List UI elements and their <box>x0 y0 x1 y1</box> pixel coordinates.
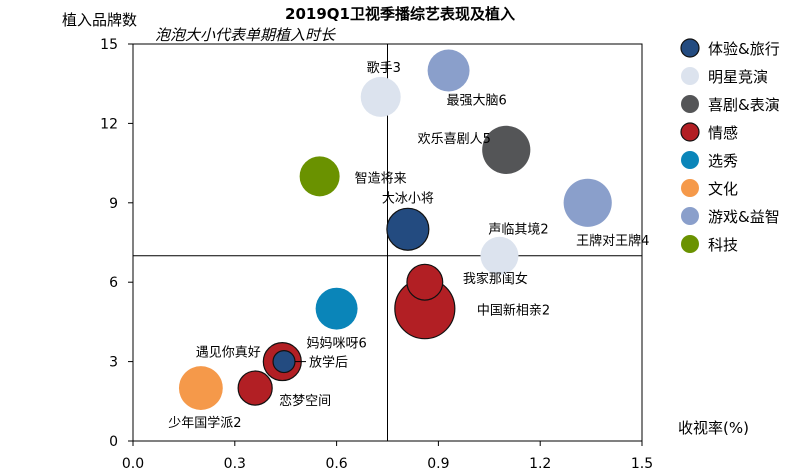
data-label: 恋梦空间 <box>279 393 331 409</box>
legend-label: 科技 <box>708 236 738 254</box>
x-tick-label: 0.3 <box>224 456 246 471</box>
y-tick-label: 0 <box>109 434 118 450</box>
data-label: 欢乐喜剧人5 <box>418 132 491 147</box>
legend-marker <box>681 207 699 225</box>
bubble-少年国学派2 <box>178 366 223 410</box>
data-label: 歌手3 <box>367 61 401 76</box>
data-label: 少年国学派2 <box>168 415 241 431</box>
legend-label: 体验&旅行 <box>708 40 780 58</box>
bubble-妈妈咪呀6 <box>315 287 358 330</box>
legend-label: 文化 <box>708 180 738 198</box>
y-tick-label: 6 <box>109 275 118 291</box>
y-axis-label: 植入品牌数 <box>62 11 137 29</box>
data-label: 智造将来 <box>355 171 407 186</box>
legend-marker <box>681 95 699 113</box>
y-tick-label: 9 <box>109 196 118 212</box>
y-tick-label: 12 <box>100 116 118 132</box>
legend-label: 明星竞演 <box>708 68 768 86</box>
legend-label: 喜剧&表演 <box>708 96 780 114</box>
data-label: 妈妈咪呀6 <box>306 337 366 352</box>
data-label: 遇见你真好 <box>196 346 261 361</box>
bubble-欢乐喜剧人5 <box>482 125 531 174</box>
bubble-王牌对王牌4 <box>563 178 612 227</box>
x-tick-label: 0.0 <box>122 456 144 471</box>
data-label: 放学后 <box>309 355 348 371</box>
x-tick-label: 0.9 <box>427 456 449 471</box>
legend-marker <box>681 67 699 85</box>
bubble-最强大脑6 <box>427 49 470 92</box>
legend-marker <box>680 38 700 58</box>
x-tick-label: 1.5 <box>631 456 653 471</box>
x-tick-label: 1.2 <box>529 456 551 471</box>
bubble-智造将来 <box>299 156 340 197</box>
chart-subtitle: 泡泡大小代表单期植入时长 <box>155 26 336 44</box>
bubble-歌手3 <box>360 76 401 117</box>
bubble-声临其境2 <box>480 236 519 275</box>
data-label: 我家那闺女 <box>463 271 528 287</box>
bubble-放学后 <box>272 350 296 374</box>
data-label: 王牌对王牌4 <box>576 233 649 249</box>
data-label: 大冰小将 <box>382 191 434 206</box>
chart-title: 2019Q1卫视季播综艺表现及植入 <box>285 5 515 23</box>
legend-marker <box>680 122 700 142</box>
data-label: 中国新相亲2 <box>477 303 550 319</box>
legend-label: 选秀 <box>708 152 738 170</box>
y-tick-label: 3 <box>109 355 118 371</box>
bubble-恋梦空间 <box>237 370 273 406</box>
data-label: 最强大脑6 <box>446 93 506 108</box>
legend-marker <box>681 151 699 169</box>
legend-marker <box>681 179 699 197</box>
y-tick-label: 15 <box>100 37 118 53</box>
x-tick-label: 0.6 <box>325 456 347 471</box>
legend-marker <box>681 235 699 253</box>
data-label: 声临其境2 <box>488 223 548 238</box>
bubble-我家那闺女 <box>406 263 444 301</box>
legend-label: 游戏&益智 <box>708 208 780 226</box>
x-axis-label: 收视率(%) <box>678 419 749 437</box>
legend-label: 情感 <box>708 124 738 142</box>
bubble-大冰小将 <box>386 207 430 251</box>
